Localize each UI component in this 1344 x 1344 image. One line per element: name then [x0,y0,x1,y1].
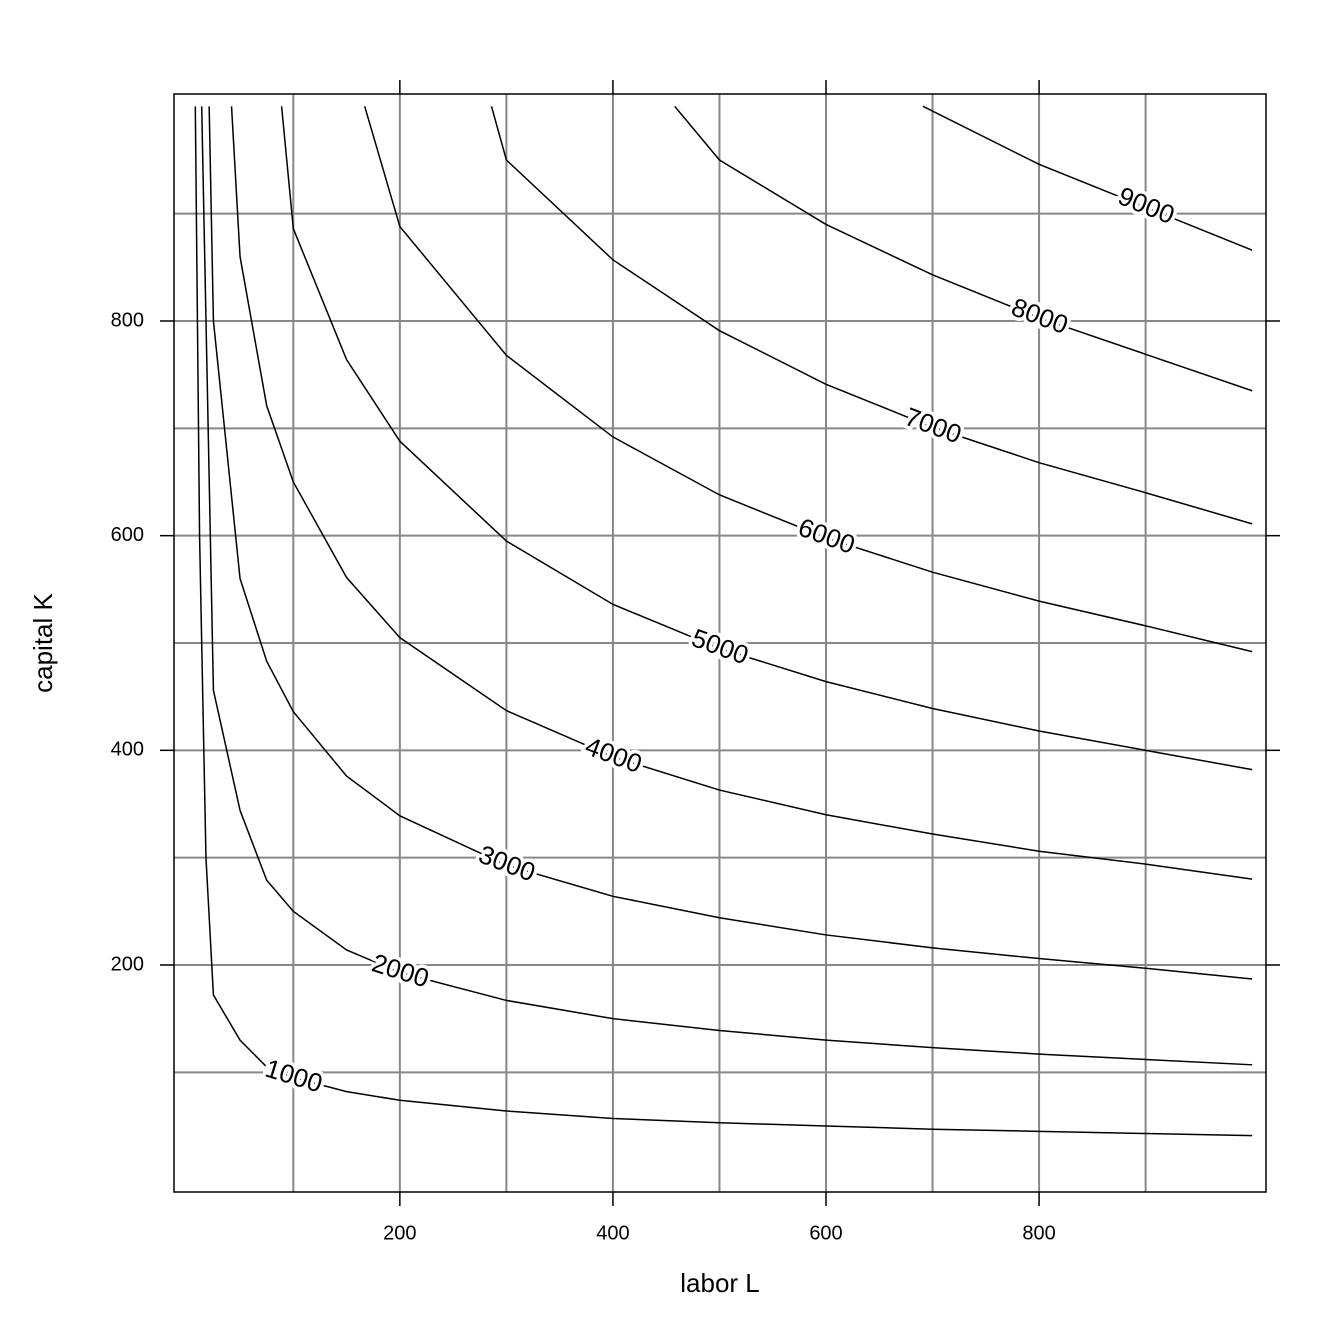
plot-frame [173,93,1267,1193]
contour-line [194,106,1253,1137]
x-tick-label: 400 [596,1222,629,1244]
x-tick-label: 200 [383,1222,416,1244]
y-tick-label: 800 [111,309,144,331]
contour-line [230,106,1253,880]
contour-line [363,106,1253,653]
x-tick-label: 600 [809,1222,842,1244]
y-axis-title: capital K [28,592,58,692]
contour-line [490,106,1253,525]
x-tick-label: 800 [1022,1222,1055,1244]
y-tick-label: 600 [111,524,144,546]
y-tick-label: 400 [111,739,144,761]
contour-line [674,105,1253,392]
contour-line [200,106,1253,1066]
x-axis-title: labor L [680,1268,760,1298]
contour-line [280,106,1253,771]
y-tick-label: 200 [111,953,144,975]
contour-line [208,106,1253,980]
contour-line [922,105,1253,251]
